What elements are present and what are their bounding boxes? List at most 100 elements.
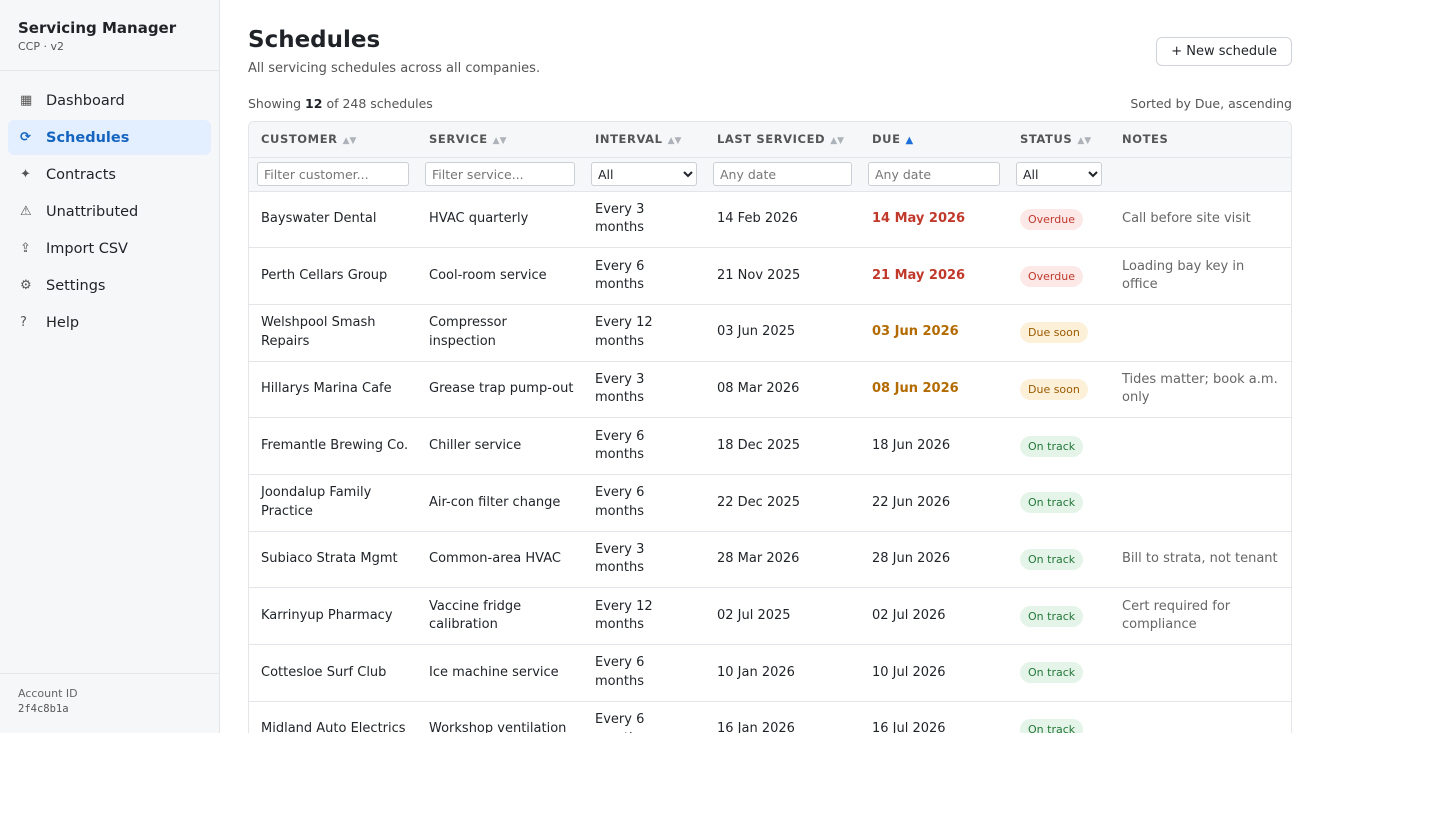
- notes-filter-empty: [1110, 157, 1291, 191]
- account-info: Account ID 2f4c8b1a: [0, 673, 219, 733]
- sidebar-item-schedules[interactable]: ⟳ Schedules: [8, 120, 211, 155]
- app-name: Servicing Manager: [18, 19, 177, 37]
- cell-status: Due soon: [1008, 304, 1110, 361]
- table-row[interactable]: Cottesloe Surf Club Ice machine service Ev…: [249, 645, 1291, 702]
- sidebar-item-settings[interactable]: ⚙ Settings: [8, 268, 211, 303]
- cell-customer: Bayswater Dental: [261, 211, 377, 227]
- table-row[interactable]: Fremantle Brewing Co. Chiller service Ever…: [249, 418, 1291, 475]
- main-content: Schedules All servicing schedules across…: [248, 0, 1292, 733]
- interval-filter-select[interactable]: All: [591, 162, 697, 186]
- brand: Servicing Manager CCP · v2: [0, 0, 219, 71]
- cell-service: Chiller service: [429, 437, 522, 453]
- page-title: Schedules: [248, 27, 381, 53]
- cell-notes: [1110, 701, 1291, 733]
- cell-status: On track: [1008, 701, 1110, 733]
- sidebar-item-help[interactable]: ? Help: [8, 305, 211, 340]
- cell-interval: Every 3 months: [595, 541, 645, 576]
- status-filter-select[interactable]: All: [1016, 162, 1102, 186]
- sidebar-item-label: Import CSV: [46, 240, 128, 257]
- cell-notes: [1110, 418, 1291, 475]
- last-serviced-filter-input[interactable]: [713, 162, 852, 186]
- cell-service: Workshop ventilation: [429, 721, 567, 733]
- cell-notes: Cert required for compliance: [1122, 598, 1231, 633]
- column-header-service[interactable]: SERVICE ▲▼: [429, 132, 507, 147]
- cell-service: Grease trap pump-out: [429, 381, 574, 397]
- status-badge: On track: [1020, 605, 1084, 627]
- cell-last-serviced: 21 Nov 2025: [717, 267, 801, 283]
- grid-icon: ▦: [20, 93, 33, 108]
- cell-notes: Tides matter; book a.m. only: [1122, 371, 1278, 406]
- app-version: CCP · v2: [18, 40, 64, 53]
- sidebar-item-label: Contracts: [46, 166, 116, 183]
- cell-customer: Hillarys Marina Cafe: [261, 381, 392, 397]
- cell-customer: Joondalup Family Practice: [261, 485, 372, 519]
- cell-interval: Every 3 months: [595, 201, 645, 236]
- column-header-last-serviced[interactable]: LAST SERVICED ▲▼: [717, 132, 845, 147]
- column-header-customer[interactable]: CUSTOMER ▲▼: [261, 132, 357, 147]
- column-header-status[interactable]: STATUS ▲▼: [1020, 132, 1092, 147]
- cell-last-serviced: 08 Mar 2026: [717, 381, 800, 397]
- status-badge: Due soon: [1020, 322, 1088, 344]
- customer-filter-input[interactable]: [257, 162, 409, 186]
- cell-interval: Every 12 months: [595, 315, 653, 349]
- cell-last-serviced: 03 Jun 2025: [717, 324, 796, 340]
- column-header-interval[interactable]: INTERVAL ▲▼: [595, 132, 682, 147]
- cell-status: On track: [1008, 645, 1110, 702]
- status-badge: On track: [1020, 548, 1084, 570]
- sidebar-item-contracts[interactable]: ✦ Contracts: [8, 157, 211, 192]
- cell-customer: Perth Cellars Group: [261, 267, 388, 283]
- table-header: CUSTOMER ▲▼ SERVICE ▲▼ INTERVAL ▲▼ LAST SER…: [249, 122, 1291, 157]
- cell-service: Compressor inspection: [429, 315, 507, 349]
- sidebar-item-dashboard[interactable]: ▦ Dashboard: [8, 83, 211, 118]
- table-row[interactable]: Joondalup Family Practice Air-con filter …: [249, 474, 1291, 532]
- cell-service: Cool-room service: [429, 267, 547, 283]
- table-row[interactable]: Midland Auto Electrics Workshop ventilati…: [249, 701, 1291, 733]
- service-filter-input[interactable]: [425, 162, 575, 186]
- status-badge: On track: [1020, 719, 1084, 733]
- table-row[interactable]: Perth Cellars Group Cool-room service Ever…: [249, 248, 1291, 305]
- sort-icon: ▲▼: [667, 136, 682, 147]
- page-subtitle: All servicing schedules across all compa…: [248, 61, 541, 76]
- app-window: Servicing Manager CCP · v2 ▦ Dashboard ⟳ Sc…: [0, 0, 1292, 733]
- cell-due: 22 Jun 2026: [872, 494, 951, 510]
- sort-icon: ▲▼: [830, 136, 845, 147]
- due-filter-input[interactable]: [868, 162, 1000, 186]
- sort-indicator: Sorted by Due, ascending: [1130, 96, 1292, 111]
- cell-notes: [1110, 474, 1291, 531]
- account-label: Account ID: [18, 687, 78, 700]
- table-row[interactable]: Bayswater Dental HVAC quarterly Every 3 mo…: [249, 191, 1291, 248]
- sort-icon: ▲▼: [1077, 136, 1092, 147]
- table-body: Bayswater Dental HVAC quarterly Every 3 mo…: [249, 191, 1291, 733]
- help-icon: ?: [20, 315, 27, 330]
- table-row[interactable]: Welshpool Smash Repairs Compressor inspec…: [249, 304, 1291, 362]
- table-row[interactable]: Karrinyup Pharmacy Vaccine fridge calibra…: [249, 588, 1291, 645]
- sort-ascending-icon: ▲: [905, 135, 914, 147]
- table-row[interactable]: Hillarys Marina Cafe Grease trap pump-out…: [249, 361, 1291, 418]
- cell-status: On track: [1008, 474, 1110, 531]
- warning-icon: ⚠: [20, 204, 32, 219]
- showing-suffix: of 248 schedules: [326, 96, 433, 111]
- status-badge: On track: [1020, 492, 1084, 514]
- sidebar-item-unattributed[interactable]: ⚠ Unattributed: [8, 194, 211, 229]
- sparkle-icon: ✦: [20, 167, 31, 182]
- cell-customer: Fremantle Brewing Co.: [261, 437, 409, 453]
- sort-icon: ▲▼: [492, 136, 507, 147]
- cell-due: 18 Jun 2026: [872, 437, 951, 453]
- new-schedule-button[interactable]: + New schedule: [1156, 37, 1292, 66]
- sidebar: Servicing Manager CCP · v2 ▦ Dashboard ⟳ Sc…: [0, 0, 220, 733]
- cell-interval: Every 6 months: [595, 258, 645, 293]
- status-badge: Overdue: [1020, 208, 1083, 230]
- cell-last-serviced: 02 Jul 2025: [717, 607, 791, 623]
- column-header-notes: NOTES: [1122, 132, 1169, 147]
- cell-last-serviced: 10 Jan 2026: [717, 664, 795, 680]
- sidebar-item-label: Schedules: [46, 129, 130, 146]
- sidebar-item-import-csv[interactable]: ⇪ Import CSV: [8, 231, 211, 266]
- status-badge: Due soon: [1020, 378, 1088, 400]
- table-row[interactable]: Subiaco Strata Mgmt Common-area HVAC Every…: [249, 531, 1291, 588]
- sidebar-item-label: Unattributed: [46, 203, 139, 220]
- cell-customer: Cottesloe Surf Club: [261, 664, 387, 680]
- column-header-due[interactable]: DUE ▲: [872, 132, 914, 147]
- status-badge: Overdue: [1020, 265, 1083, 287]
- cell-service: HVAC quarterly: [429, 211, 529, 227]
- cell-customer: Subiaco Strata Mgmt: [261, 551, 398, 567]
